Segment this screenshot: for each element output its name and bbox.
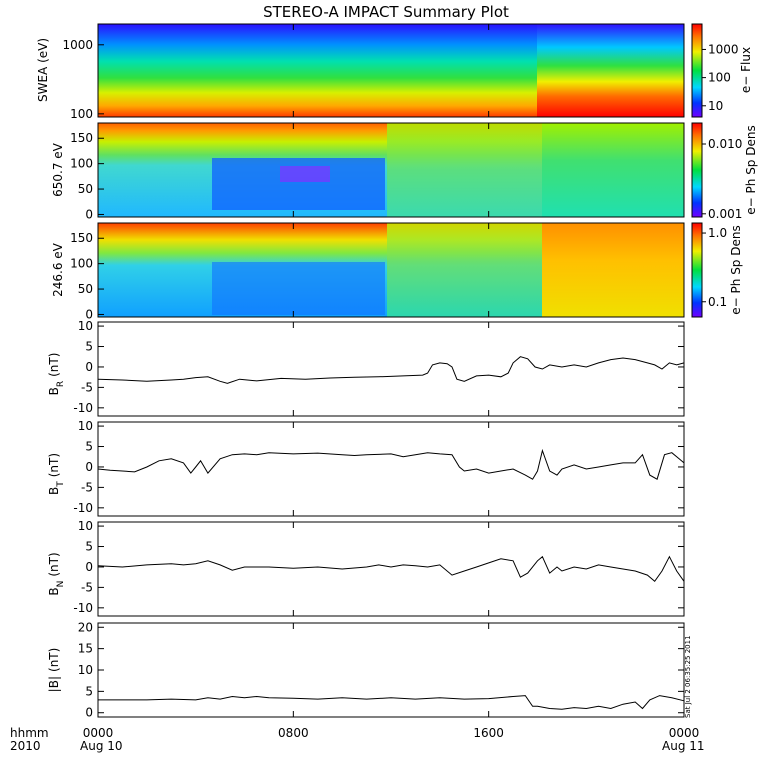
pad-650-minimum-patch [280,166,330,182]
x-axis-label-hhmm: hhmm [10,726,49,740]
colorbar-tick-label: 0.1 [708,295,727,309]
pad-246-low-density-block [212,262,385,315]
colorbar-flux-label: e− Flux [739,47,753,93]
bt-panel: 10 5 0 -5 -10 BT(nT) [47,419,684,516]
ytick-label: 0 [85,460,93,474]
ytick-label: 5 [85,340,93,354]
ytick-label: -5 [81,380,93,394]
colorbar-pad-650-ticks: 0.010 0.001 [702,137,742,221]
spectrogram-ytick-label: 1000 [62,38,93,52]
colorbar-tick-label: 10 [708,99,723,113]
spectrogram-ytick-label: 100 [70,257,93,271]
br-panel: 1050-5-10 BR(nT) [47,319,684,416]
ytick-label: 0 [85,360,93,374]
colorbar-tick-label: 1000 [708,42,739,56]
swea-high-flux-region [537,24,684,117]
bmag-frame [98,623,684,717]
br-ylabel: BR(nT) [47,353,66,396]
spectrogram-ytick-label: 100 [70,107,93,121]
xtick-label: 0800 [278,726,309,740]
ytick-label: -10 [73,501,93,515]
colorbar-tick-label: 0.001 [708,207,742,221]
swea-ylabel: SWEA (eV) [36,38,50,102]
spectrogram-ytick-label: 50 [78,282,93,296]
ytick-label: -5 [81,580,93,594]
spectrogram-ytick-label: 150 [70,131,93,145]
bmag-panel: 20 15 10 5 0 |B|(nT) Sat Jul 2 06:35:25 2011 [47,620,692,719]
spectrogram-ytick-label: 0 [85,207,93,221]
pad-650-late-region [542,123,684,217]
pad-246-ylabel: 246.6 eV [51,242,65,297]
ytick-label: 5 [85,440,93,454]
colorbar-pad-246-gradient [692,223,702,317]
ytick-label: -10 [73,401,93,415]
pad-650-mid-region [387,123,542,217]
timestamp-side-text: Sat Jul 2 06:35:25 2011 [684,635,692,718]
ytick-label: 5 [85,540,93,554]
bn-ylabel: BN(nT) [47,552,66,595]
spectrogram-ytick-label: 100 [70,157,93,171]
bt-ylabel: BT(nT) [47,453,66,495]
colorbar-tick-label: 0.010 [708,137,742,151]
ytick-label: 10 [78,663,93,677]
pad-246-mid-region [387,223,542,317]
xtick-label: 1600 [473,726,504,740]
swea-transition-band [505,24,537,117]
plot-title: STEREO-A IMPACT Summary Plot [263,3,509,21]
ytick-label: -5 [81,480,93,494]
spectrogram-ytick-label: 150 [70,231,93,245]
ytick-label: 10 [78,419,93,433]
colorbar-flux-gradient [692,24,702,117]
bn-frame [98,522,684,616]
spectrogram-ytick-label: 0 [85,307,93,321]
ytick-label: -10 [73,601,93,615]
xtick-label: 0000 [83,726,114,740]
pad-246-late-region [542,223,684,317]
pad-650-spectrogram: 650.7 eV [51,123,684,217]
ytick-label: 10 [78,519,93,533]
colorbar-pad-650-label: e− Ph Sp Dens [744,125,758,214]
x-axis-label-year: 2010 [10,739,41,753]
ytick-label: 5 [85,684,93,698]
pad-650-low-density-block [212,158,385,210]
colorbar-pad-650-gradient [692,123,702,217]
bt-frame [98,422,684,516]
pad-246-spectrogram: 246.6 eV [51,223,684,317]
pad-650-ylabel: 650.7 eV [51,142,65,197]
ytick-label: 0 [85,706,93,720]
colorbar-pad-246-label: e− Ph Sp Dens [729,225,743,314]
x-axis-date-start: Aug 10 [80,739,123,753]
colorbar-pad-246-ticks: 1.0 0.1 [702,226,727,309]
xtick-label: 0000 [669,726,700,740]
spectrogram-ytick-label: 50 [78,182,93,196]
br-frame [98,322,684,416]
bmag-ylabel: |B|(nT) [47,648,61,693]
colorbar-tick-label: 100 [708,71,731,85]
bn-panel: 10 5 0 -5 -10 BN(nT) [47,519,684,616]
ytick-label: 15 [78,642,93,656]
ytick-label: 0 [85,560,93,574]
swea-spectrogram: SWEA (eV) [36,24,684,117]
x-axis-date-end: Aug 11 [662,739,705,753]
colorbar-tick-label: 1.0 [708,226,727,240]
colorbar-flux-ticks: 1000 100 10 [702,42,739,112]
ytick-label: 20 [78,620,93,634]
